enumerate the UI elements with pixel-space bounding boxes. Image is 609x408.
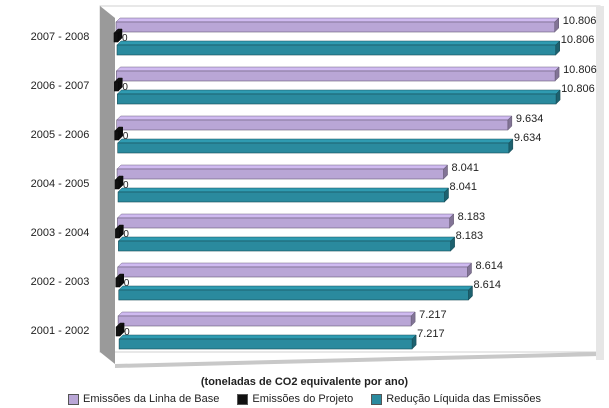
data-label-reduction-4: 8.183 xyxy=(456,230,484,242)
category-label-1: 2006 - 2007 xyxy=(31,80,90,92)
bar-reduction-1 xyxy=(116,89,561,105)
floor xyxy=(115,352,600,368)
bar-reduction-0 xyxy=(116,40,561,56)
data-label-project-4: 0 xyxy=(123,229,129,240)
data-label-reduction-5: 8.614 xyxy=(473,279,501,291)
category-label-0: 2007 - 2008 xyxy=(31,31,90,43)
bar-reduction-6 xyxy=(118,334,417,350)
data-label-baseline-4: 8.183 xyxy=(458,211,486,223)
bar-project-3 xyxy=(114,175,124,190)
legend: Emissões da Linha de Base Emissões do Pr… xyxy=(0,393,609,405)
bar-reduction-3 xyxy=(117,187,450,203)
bar-project-6 xyxy=(115,322,125,337)
bar-baseline-3 xyxy=(116,164,449,180)
data-label-project-5: 0 xyxy=(124,278,130,289)
legend-swatch-baseline xyxy=(68,393,79,405)
bar-baseline-6 xyxy=(117,311,416,327)
data-label-baseline-5: 8.614 xyxy=(475,260,503,272)
category-label-6: 2001 - 2002 xyxy=(31,325,90,337)
bar-project-0 xyxy=(113,28,123,43)
data-label-reduction-3: 8.041 xyxy=(450,181,478,193)
legend-label-baseline: Emissões da Linha de Base xyxy=(83,393,220,405)
labels-layer: 2007 - 2008 10.806 0 10.806 2006 - 2007 10.80… xyxy=(31,15,597,340)
data-label-baseline-2: 9.634 xyxy=(516,113,544,125)
data-label-project-0: 0 xyxy=(122,33,128,44)
data-label-project-6: 0 xyxy=(124,327,130,338)
data-label-baseline-3: 8.041 xyxy=(452,162,480,174)
bar-project-4 xyxy=(114,224,125,239)
legend-item-reduction: Redução Líquida das Emissões xyxy=(371,393,541,405)
data-label-reduction-1: 10.806 xyxy=(561,83,595,95)
category-label-3: 2004 - 2005 xyxy=(31,178,90,190)
bar-project-1 xyxy=(113,77,123,92)
data-label-project-3: 0 xyxy=(123,180,129,191)
data-label-project-1: 0 xyxy=(122,82,128,93)
category-label-5: 2002 - 2003 xyxy=(31,276,90,288)
category-label-4: 2003 - 2004 xyxy=(31,227,90,239)
legend-swatch-project xyxy=(237,393,249,405)
data-label-project-2: 0 xyxy=(123,131,129,142)
data-label-baseline-0: 10.806 xyxy=(563,15,597,27)
bar-baseline-4 xyxy=(116,213,455,229)
legend-item-project: Emissões do Projeto xyxy=(237,393,353,405)
legend-item-baseline: Emissões da Linha de Base xyxy=(68,393,219,405)
bar-baseline-1 xyxy=(115,66,560,82)
data-label-baseline-6: 7.217 xyxy=(419,309,447,321)
data-label-reduction-0: 10.806 xyxy=(561,34,595,46)
data-label-reduction-2: 9.634 xyxy=(514,132,542,144)
bar-baseline-5 xyxy=(117,262,473,278)
side-wall xyxy=(100,6,115,364)
legend-label-reduction: Redução Líquida das Emissões xyxy=(386,393,541,405)
bar-reduction-2 xyxy=(117,138,514,154)
right-wall xyxy=(596,6,604,360)
bar-baseline-0 xyxy=(115,17,560,33)
bar-project-2 xyxy=(114,126,124,141)
bar-project-5 xyxy=(115,273,125,288)
bar-reduction-5 xyxy=(118,285,474,301)
bar-baseline-2 xyxy=(116,115,513,131)
bars-layer xyxy=(113,17,561,350)
data-label-baseline-1: 10.806 xyxy=(563,64,597,76)
bar-reduction-4 xyxy=(117,236,456,252)
legend-label-project: Emissões do Projeto xyxy=(252,393,354,405)
x-axis-title: (toneladas de CO2 equivalente por ano) xyxy=(200,376,409,388)
data-label-reduction-6: 7.217 xyxy=(417,328,445,340)
legend-swatch-reduction xyxy=(371,393,383,405)
category-label-2: 2005 - 2006 xyxy=(31,129,90,141)
